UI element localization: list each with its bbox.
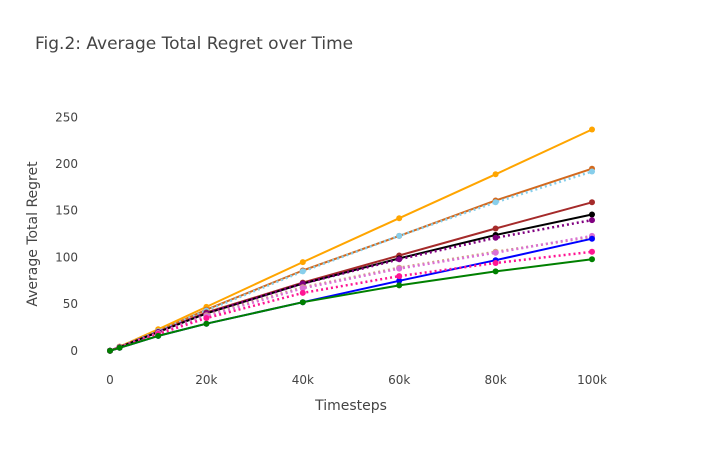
x-axis-title: Timesteps (314, 398, 387, 414)
series-10 (107, 256, 595, 354)
y-tick-label: 200 (55, 157, 78, 171)
series-line (109, 170, 593, 352)
data-point (299, 299, 306, 306)
data-point (492, 260, 499, 266)
y-tick-label: 150 (55, 204, 78, 218)
data-point (492, 249, 499, 256)
data-point (396, 273, 403, 280)
series-line (109, 218, 593, 352)
data-point (203, 320, 210, 327)
data-point (203, 315, 210, 322)
data-point (589, 199, 595, 206)
data-point (396, 215, 403, 222)
data-point (299, 289, 306, 296)
x-tick-label: 100k (577, 373, 607, 387)
x-tick-label: 40k (292, 373, 314, 387)
data-point (299, 268, 306, 275)
x-tick-label: 80k (484, 373, 506, 387)
data-point (396, 282, 403, 289)
y-axis-ticks: 0 50 100 150 200 250 (55, 110, 78, 357)
data-point (299, 285, 306, 292)
y-tick-label: 0 (70, 344, 78, 358)
y-tick-label: 50 (63, 297, 78, 311)
data-point (396, 265, 403, 272)
series-9 (107, 248, 595, 354)
x-tick-label: 60k (388, 373, 410, 387)
x-axis-ticks: 0 20k 40k 60k 80k 100k (106, 373, 607, 387)
data-point (589, 248, 595, 255)
data-point (492, 225, 499, 232)
data-point (107, 347, 113, 354)
data-point (589, 217, 595, 224)
data-point (492, 199, 499, 206)
x-tick-label: 20k (195, 373, 217, 387)
data-point (299, 259, 306, 266)
series-0 (107, 126, 595, 354)
data-point (492, 268, 499, 275)
series-line (109, 128, 593, 352)
data-point (589, 168, 595, 175)
data-point (396, 277, 403, 284)
data-point (492, 171, 499, 178)
series-2 (107, 168, 595, 354)
series-line (109, 201, 593, 352)
data-point (589, 211, 595, 218)
data-point (589, 126, 595, 133)
data-point (492, 234, 499, 241)
chart-title: Fig.2: Average Total Regret over Time (35, 34, 354, 54)
series-line (109, 213, 593, 352)
data-point (396, 232, 403, 239)
data-point (155, 332, 162, 339)
data-point (396, 256, 403, 263)
data-point (589, 256, 595, 263)
series-4 (107, 211, 595, 354)
y-tick-label: 100 (55, 250, 78, 264)
x-tick-label: 0 (106, 373, 114, 387)
data-point (116, 344, 123, 351)
y-axis-title: Average Total Regret (25, 161, 41, 307)
data-point (589, 235, 595, 242)
series-layer (107, 126, 595, 354)
series-line (109, 250, 593, 352)
series-line (109, 258, 593, 352)
y-tick-label: 250 (55, 110, 78, 124)
